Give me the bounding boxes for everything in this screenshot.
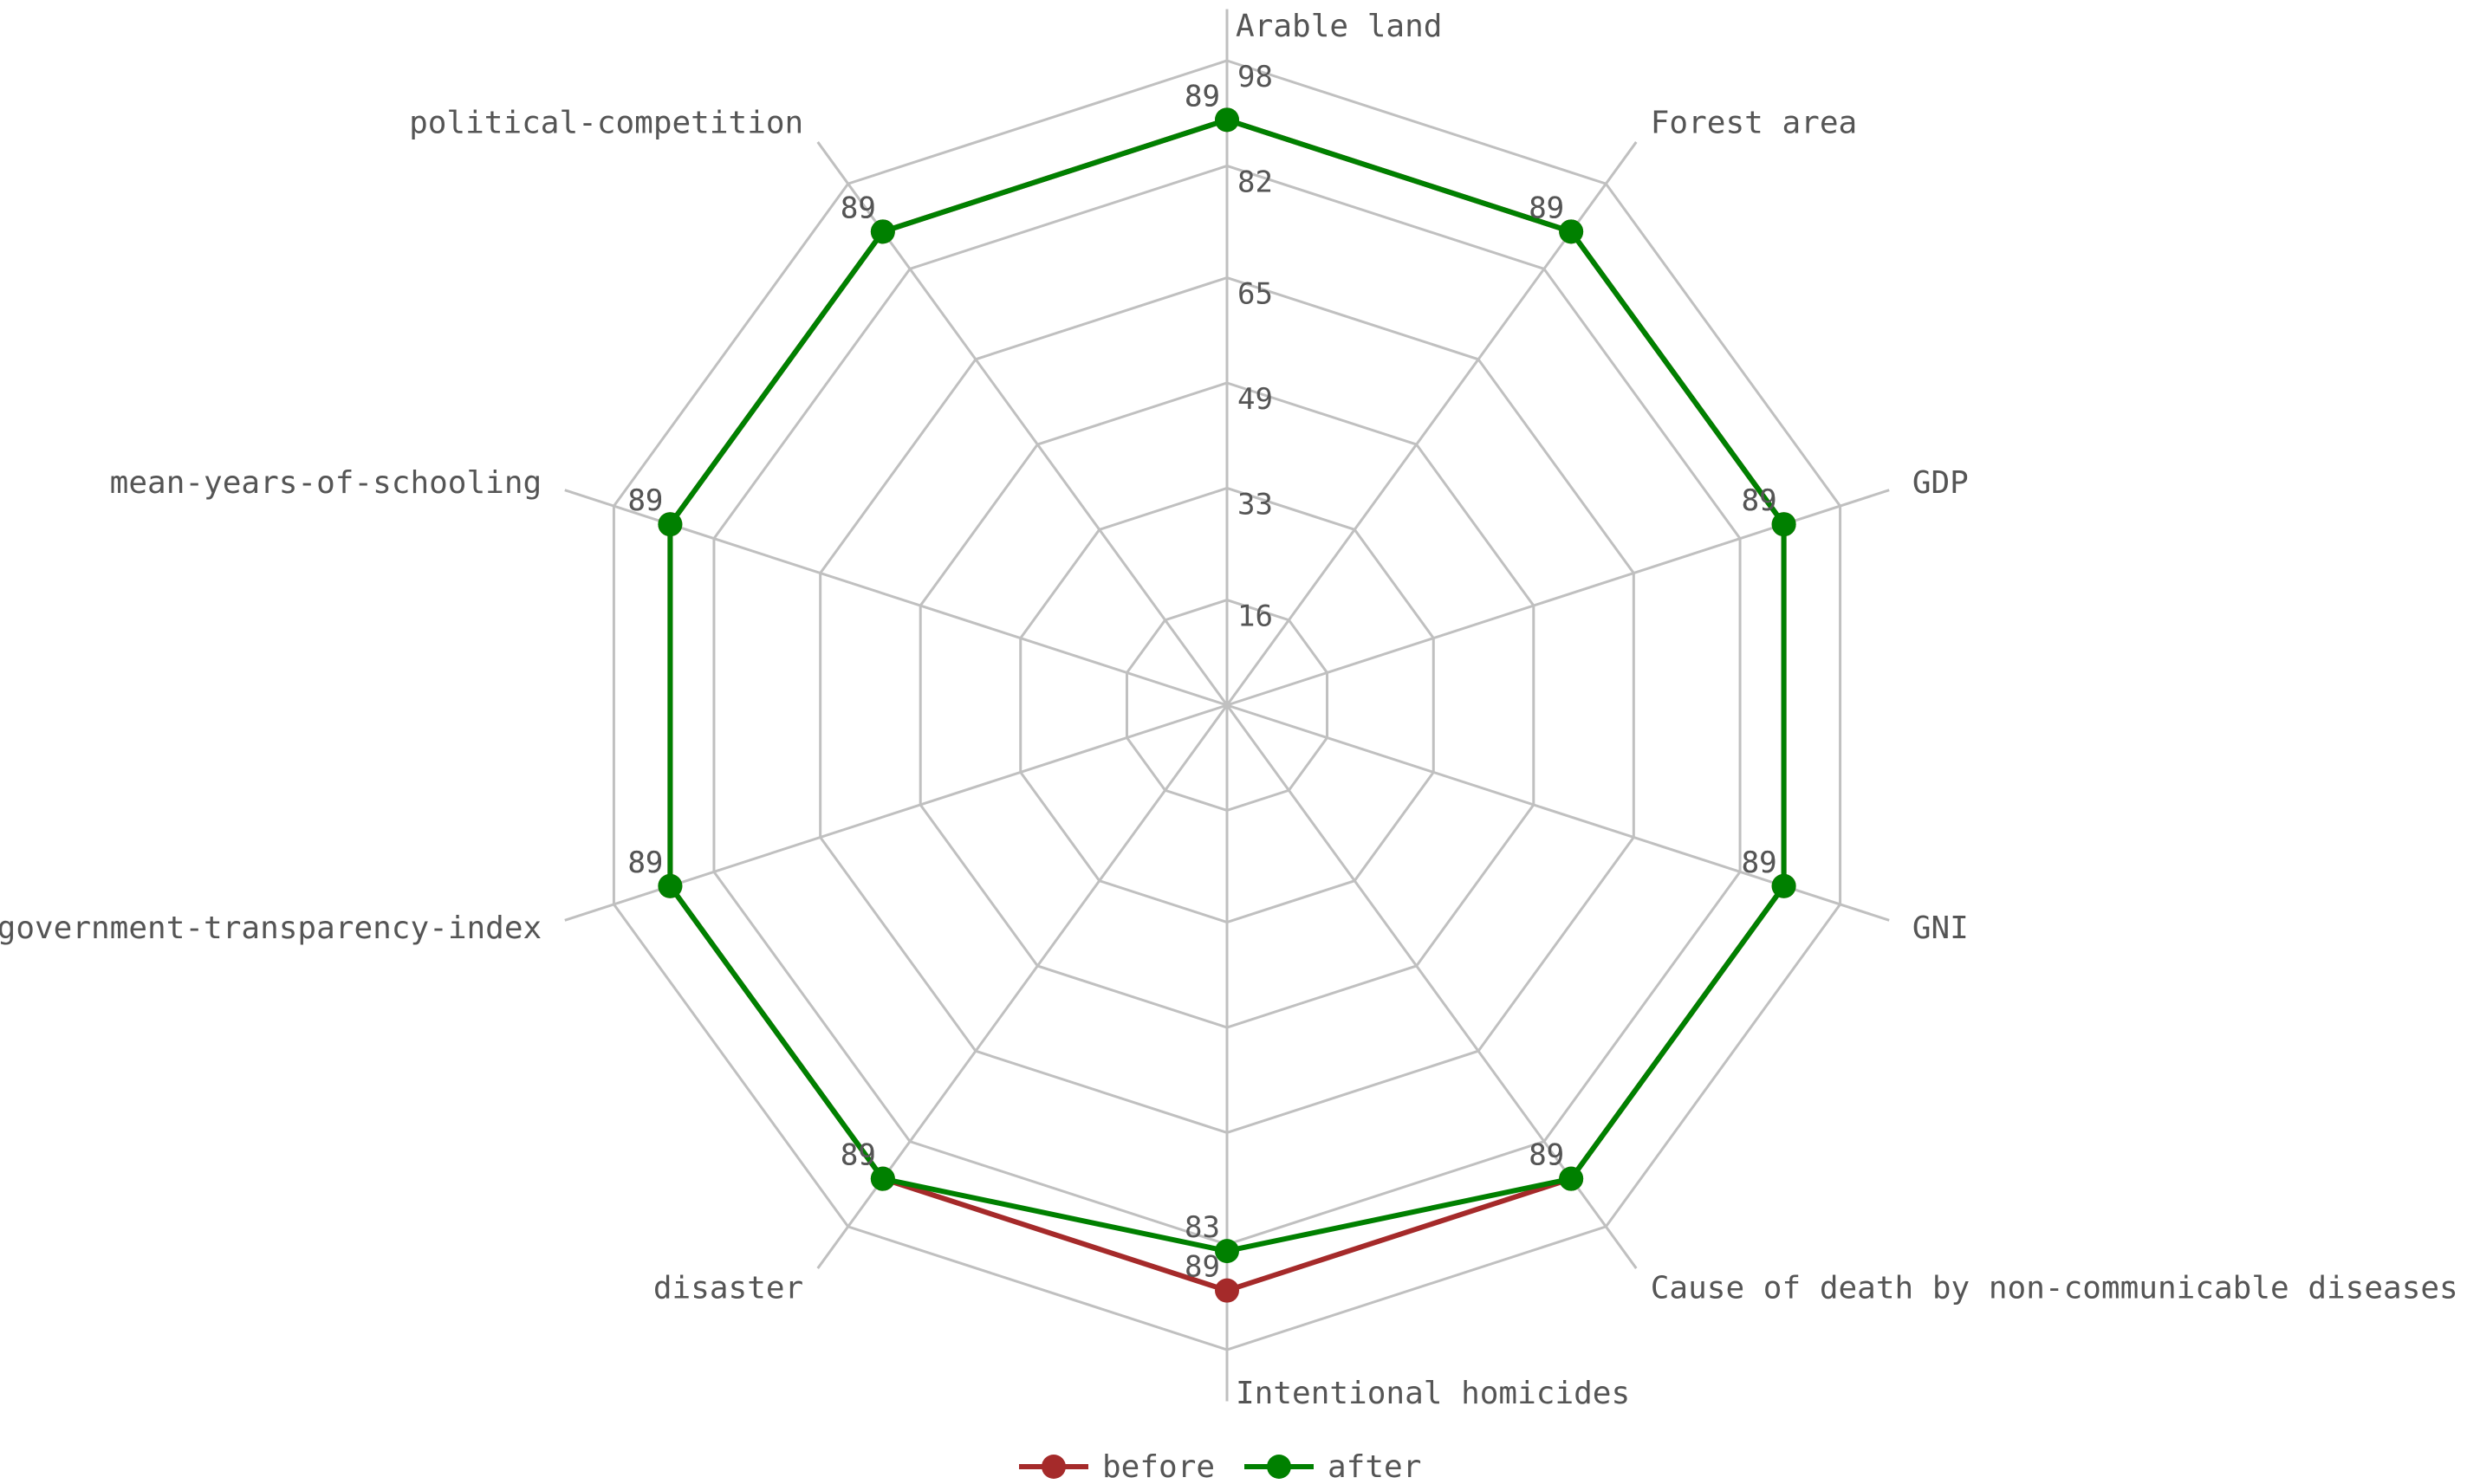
data-label-after-3: 89 [1742,483,1777,518]
axis-label-10: political-competition [409,105,803,140]
data-label-after-10: 89 [841,191,876,225]
data-label-after-1: 89 [1185,79,1220,113]
axis-label-1: Arable land [1236,9,1442,44]
axis-label-2: Forest area [1651,105,1857,140]
point-after-6 [1215,1239,1239,1264]
data-label-before-3: 89 [1742,483,1777,518]
axis-label-7: disaster [653,1271,803,1306]
point-after-4 [1771,873,1796,898]
data-label-after-8: 89 [627,846,663,880]
legend-marker-after [1267,1455,1291,1479]
axis-labels: Arable land Forest area GDP GNI Cause of dea… [0,9,2458,1411]
data-label-after-7: 89 [841,1138,876,1173]
point-after-7 [870,1166,895,1191]
series-layer [658,107,1796,1303]
tick-label-5: 82 [1237,165,1273,199]
data-label-after-5: 89 [1529,1138,1564,1173]
data-label-after-9: 89 [627,483,663,518]
legend-label-before: before [1102,1449,1215,1484]
axis-label-5: Cause of death by non-communicable disea… [1651,1271,2458,1306]
data-label-before-4: 89 [1742,846,1777,880]
tick-label-6: 98 [1237,60,1273,94]
data-label-before-7: 89 [841,1138,876,1173]
point-before-6 [1215,1278,1239,1303]
data-label-before-6: 89 [1185,1250,1220,1285]
axis-label-8: government-transparency-index [0,910,542,946]
point-after-10 [870,219,895,244]
data-label-before-10: 89 [841,191,876,225]
data-label-before-1: 89 [1185,79,1220,113]
data-label-before-8: 89 [627,846,663,880]
point-after-3 [1771,512,1796,537]
radial-tick-labels: 16 33 49 65 82 98 [1237,60,1273,634]
tick-label-2: 33 [1237,487,1273,522]
axis-label-6: Intentional homicides [1236,1376,1630,1411]
data-label-after-6: 83 [1185,1210,1220,1245]
point-after-2 [1559,219,1584,244]
tick-label-1: 16 [1237,599,1273,634]
tick-label-4: 65 [1237,277,1273,312]
tick-label-3: 49 [1237,382,1273,417]
legend: before after [1019,1449,1421,1484]
point-after-1 [1215,107,1239,133]
data-label-before-5: 89 [1529,1138,1564,1173]
axis-label-4: GNI [1912,910,1969,946]
data-label-before-2: 89 [1529,191,1564,225]
data-label-after-2: 89 [1529,191,1564,225]
point-after-5 [1559,1166,1584,1191]
legend-label-after: after [1328,1449,1421,1484]
radar-grid [564,9,1890,1402]
point-after-9 [658,512,683,537]
legend-marker-before [1042,1455,1066,1479]
data-label-before-9: 89 [627,483,663,518]
axis-label-3: GDP [1912,465,1969,501]
data-label-after-4: 89 [1742,846,1777,880]
point-after-8 [658,873,683,898]
axis-label-9: mean-years-of-schooling [110,465,542,501]
